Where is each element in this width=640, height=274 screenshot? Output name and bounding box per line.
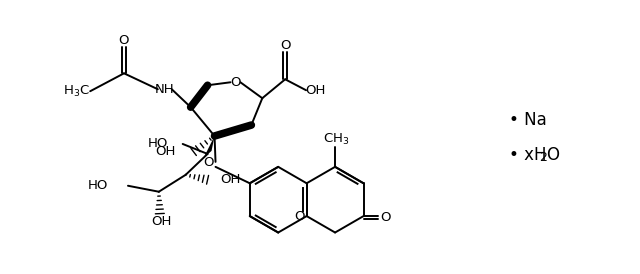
Text: O: O: [119, 34, 129, 47]
Text: H$_3$C: H$_3$C: [63, 84, 90, 99]
Text: • Na: • Na: [509, 111, 547, 129]
Text: O: O: [280, 39, 291, 52]
Text: CH$_3$: CH$_3$: [323, 132, 349, 147]
Text: OH: OH: [152, 215, 172, 228]
Polygon shape: [204, 136, 214, 158]
Text: HO: HO: [88, 179, 108, 192]
Text: O: O: [294, 210, 305, 222]
Text: O: O: [380, 211, 390, 224]
Text: O: O: [230, 76, 241, 89]
Text: HO: HO: [147, 138, 168, 150]
Text: NH: NH: [155, 83, 175, 96]
Text: OH: OH: [305, 84, 325, 97]
Text: OH: OH: [221, 173, 241, 186]
Text: OH: OH: [156, 145, 176, 158]
Text: • xH: • xH: [509, 146, 547, 164]
Text: 2: 2: [539, 152, 547, 164]
Text: O: O: [203, 156, 214, 169]
Text: O: O: [546, 146, 559, 164]
